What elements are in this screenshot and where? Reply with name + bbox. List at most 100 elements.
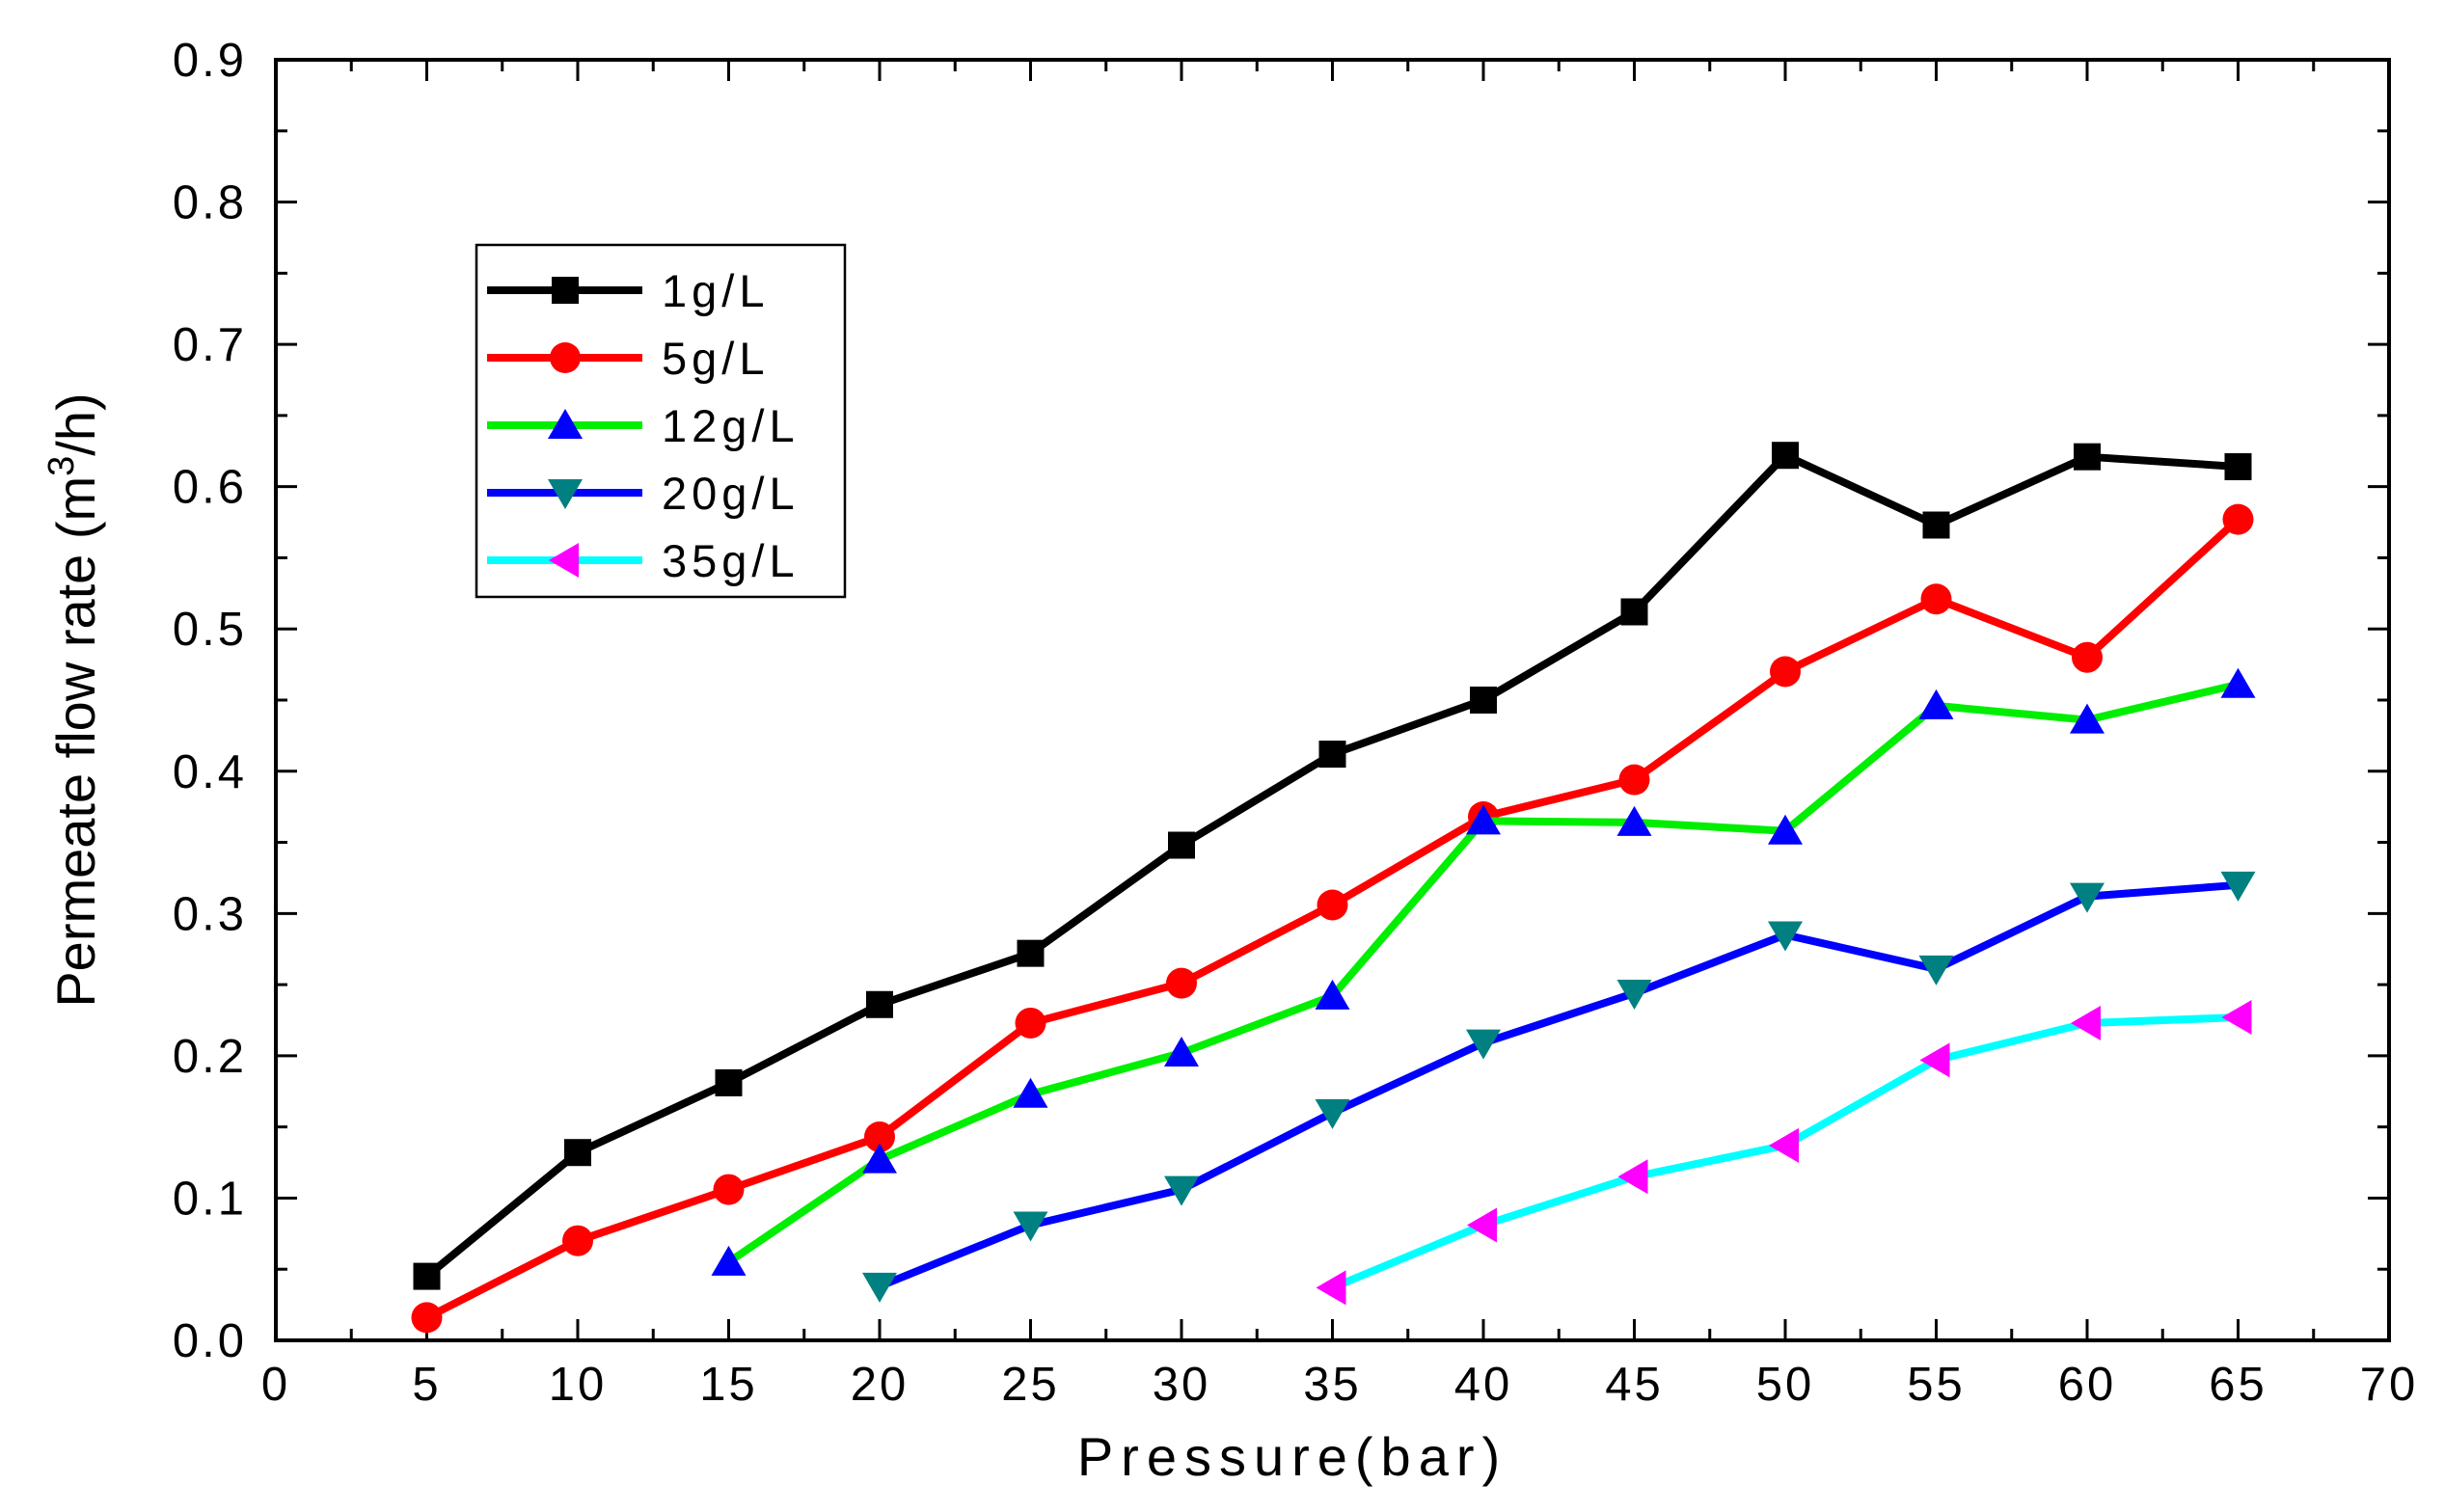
legend-marker (548, 479, 583, 509)
x-tick-label: 65 (2209, 1359, 2267, 1411)
data-point (1922, 511, 1950, 539)
series-20gl (862, 871, 2256, 1303)
series-1gl (413, 442, 2252, 1290)
data-point (1164, 1175, 1199, 1206)
y-axis-title-main: Permeate flow rate (m (45, 476, 106, 1008)
series-layer (411, 442, 2256, 1334)
data-point (1770, 656, 1801, 688)
data-point (1013, 1077, 1048, 1108)
data-point (1315, 1098, 1350, 1129)
x-tick-label: 10 (549, 1359, 608, 1411)
series-35gl (1316, 1000, 2252, 1306)
data-point (715, 1068, 743, 1096)
data-point (413, 1262, 441, 1290)
x-tick-label: 45 (1605, 1359, 1664, 1411)
legend-marker (552, 277, 579, 304)
series-line (876, 880, 2242, 1290)
x-tick-label: 40 (1454, 1359, 1513, 1411)
data-point (564, 1139, 591, 1167)
x-tick-label: 0 (261, 1359, 290, 1411)
y-tick-label: 0.2 (173, 1031, 247, 1083)
x-tick-label: 55 (1907, 1359, 1966, 1411)
data-point (1164, 1036, 1199, 1066)
data-point (1013, 1211, 1048, 1242)
data-point (1768, 921, 1803, 952)
data-point (1769, 1127, 1799, 1163)
legend-label: 12g/L (662, 400, 800, 451)
data-point (1920, 583, 1952, 615)
x-tick-label: 20 (851, 1359, 910, 1411)
x-tick-label: 25 (1001, 1359, 1060, 1411)
y-tick-label: 0.1 (173, 1173, 247, 1225)
data-point (1166, 967, 1197, 999)
tick-labels: 0 5 10 15 20 25 30 35 40 45 50 55 60 65 70 0.0 0.1 0.2 0.3… (173, 35, 2415, 1411)
legend-label: 35g/L (662, 535, 800, 586)
x-tick-label: 50 (1756, 1359, 1815, 1411)
legend-item: 5g/L (487, 333, 769, 384)
data-point (1918, 955, 1954, 986)
data-point (2221, 1000, 2252, 1036)
legend-marker (548, 409, 583, 439)
data-point (2071, 1005, 2101, 1040)
series-line (724, 680, 2242, 1266)
data-point (1318, 741, 1346, 769)
y-tick-label: 0.5 (173, 604, 247, 656)
x-tick-label: 30 (1153, 1359, 1211, 1411)
data-point (864, 1120, 895, 1152)
data-point (1616, 805, 1652, 836)
legend: 1g/L 5g/L 12g/L 20g/L 35g/L (475, 243, 847, 599)
y-axis-title-superscript: 3 (41, 456, 82, 476)
data-point (411, 1302, 443, 1334)
data-point (562, 1225, 593, 1256)
data-point (711, 1245, 747, 1276)
y-tick-label: 0.8 (173, 177, 247, 230)
data-point (1316, 1270, 1346, 1306)
data-point (2072, 641, 2103, 673)
data-point (1466, 1029, 1501, 1060)
x-tick-label: 5 (412, 1359, 441, 1411)
legend-item: 12g/L (487, 400, 800, 451)
legend-item: 35g/L (487, 535, 800, 586)
series-12gl (711, 667, 2256, 1276)
y-axis-title-suffix: /h) (45, 392, 106, 455)
data-point (2070, 882, 2105, 913)
data-point (2220, 667, 2256, 698)
legend-marker (549, 543, 579, 578)
data-point (1168, 831, 1195, 859)
data-point (2070, 703, 2105, 734)
x-tick-label: 15 (699, 1359, 758, 1411)
data-point (1015, 1007, 1046, 1039)
legend-item: 20g/L (487, 468, 795, 519)
data-point (1618, 764, 1650, 796)
data-point (1317, 889, 1348, 921)
data-point (2220, 871, 2256, 902)
legend-marker (550, 342, 581, 373)
legend-item: 1g/L (487, 265, 769, 316)
data-point (1470, 687, 1497, 714)
data-point (1616, 979, 1652, 1010)
x-axis-title: Pressure(bar) (1077, 1426, 1507, 1487)
legend-entries: 1g/L 5g/L 12g/L 20g/L 35g/L (487, 265, 800, 586)
data-point (2222, 503, 2254, 535)
data-point (1919, 1042, 1950, 1078)
y-axis-title: Permeate flow rate (m3/h) (41, 392, 106, 1007)
data-point (862, 1272, 897, 1303)
data-point (2224, 453, 2252, 481)
data-point (1466, 804, 1501, 835)
data-point (1017, 939, 1045, 967)
y-tick-label: 0.7 (173, 319, 247, 371)
y-tick-label: 0.6 (173, 462, 247, 514)
legend-box (475, 243, 847, 599)
y-tick-label: 0.0 (173, 1315, 247, 1367)
legend-label: 5g/L (662, 333, 769, 384)
legend-label: 1g/L (662, 265, 769, 316)
x-tick-label: 35 (1303, 1359, 1362, 1411)
axis-ticks (274, 58, 2391, 1342)
series-5gl (411, 503, 2254, 1334)
data-point (1620, 598, 1648, 626)
data-point (1315, 979, 1350, 1010)
y-tick-label: 0.9 (173, 35, 247, 87)
data-point (862, 1143, 897, 1174)
data-point (1918, 688, 1954, 719)
